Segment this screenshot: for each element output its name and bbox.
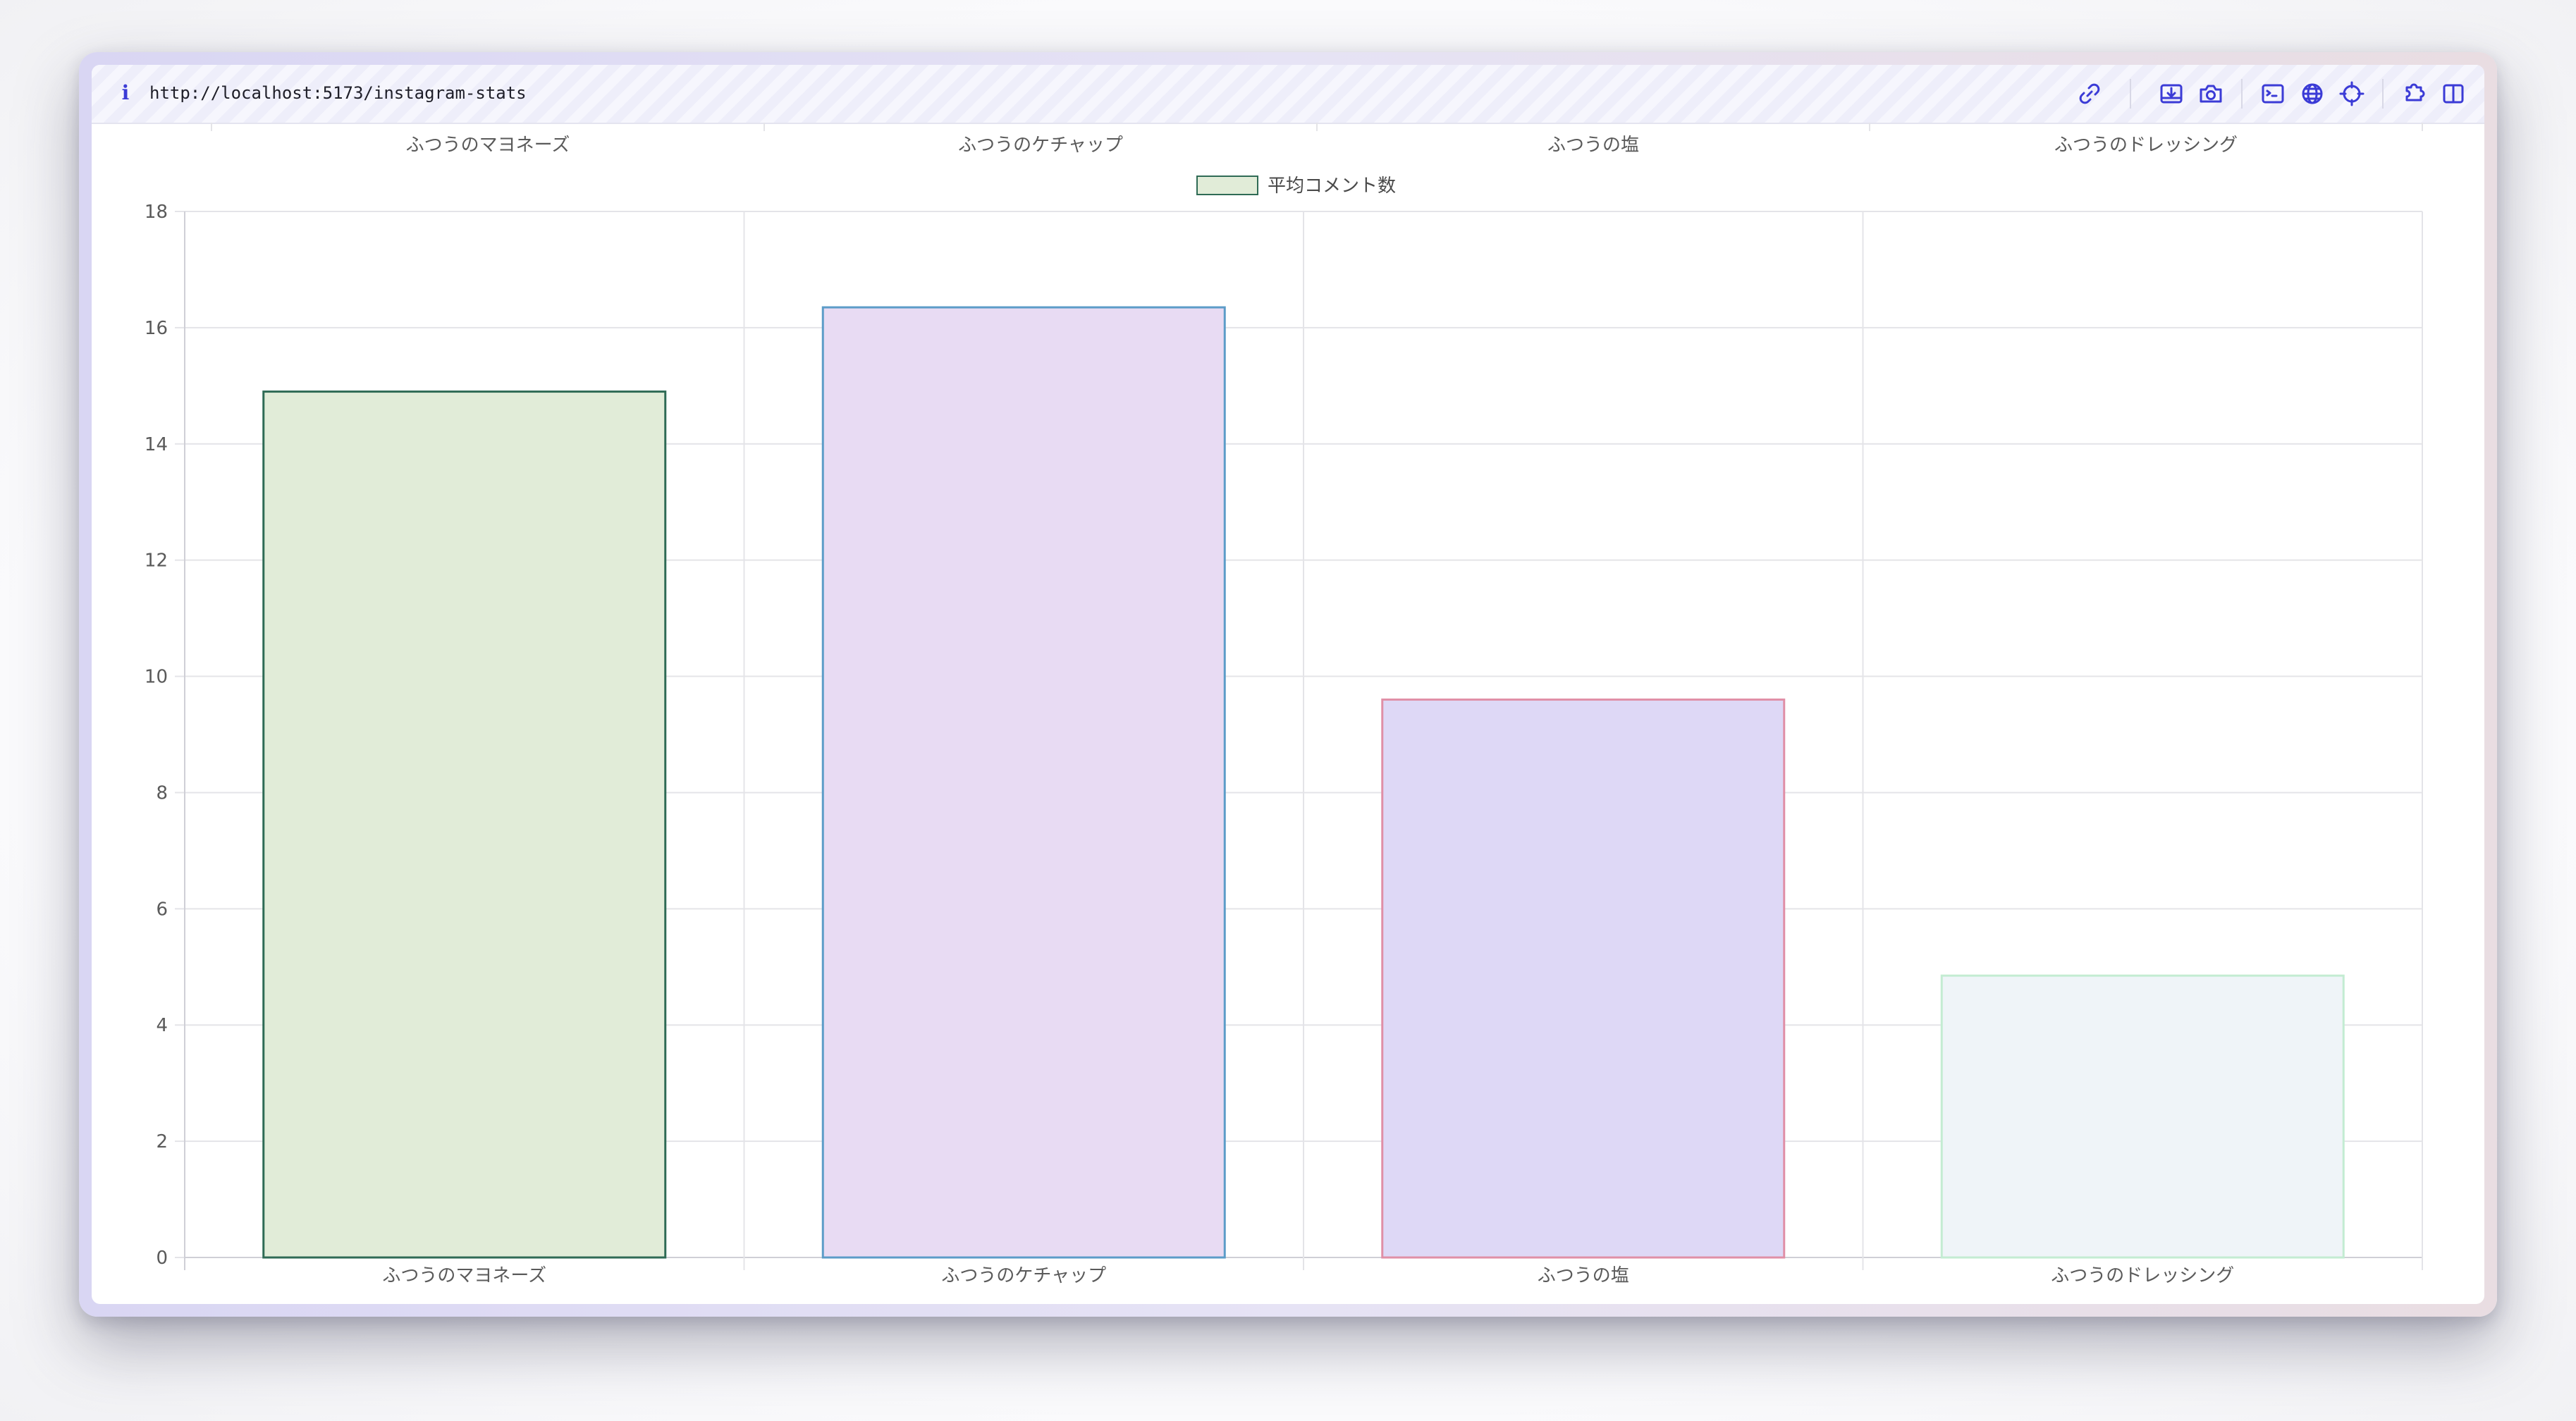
toolbar-separator [2382, 79, 2384, 109]
x-axis: ふつうのマヨネーズ ふつうのケチャップ ふつうの塩 ふつうのドレッシング [382, 1265, 2234, 1286]
y-tick-label: 2 [156, 1131, 168, 1152]
top-category-label: ふつうの塩 [1547, 135, 1639, 156]
y-tick-label: 18 [145, 202, 168, 223]
x-category-label: ふつうのドレッシング [2051, 1265, 2234, 1286]
toolbar-separator [2130, 79, 2131, 109]
link-icon[interactable] [2075, 80, 2104, 108]
terminal-icon[interactable] [2259, 80, 2287, 108]
bar[interactable] [1940, 974, 2345, 1259]
bar[interactable] [821, 306, 1226, 1259]
y-tick-label: 8 [156, 782, 168, 804]
y-axis: 0 2 4 6 8 10 12 14 16 18 [145, 202, 168, 1269]
y-tick-label: 10 [145, 667, 168, 688]
info-icon[interactable]: i [121, 81, 130, 104]
browser-window: i http://localhost:5173/instagram-stats [92, 65, 2484, 1304]
browser-toolbar: i http://localhost:5173/instagram-stats [92, 65, 2484, 124]
y-tick-label: 12 [145, 550, 168, 572]
globe-icon[interactable] [2298, 80, 2326, 108]
camera-icon[interactable] [2197, 80, 2225, 108]
bar[interactable] [262, 390, 667, 1259]
y-tick-label: 16 [145, 318, 168, 339]
crosshair-icon[interactable] [2338, 80, 2366, 108]
x-category-label: ふつうの塩 [1538, 1265, 1629, 1286]
x-category-label: ふつうのケチャップ [941, 1265, 1106, 1286]
bars [262, 306, 2345, 1259]
sidebar-icon[interactable] [2439, 80, 2467, 108]
top-category-axis: ふつうのマヨネーズ ふつうのケチャップ ふつうの塩 ふつうのドレッシング [211, 123, 2423, 156]
bar-chart: ふつうのマヨネーズ ふつうのケチャップ ふつうの塩 ふつうのドレッシング 平均コメント… [145, 123, 2423, 1286]
y-tick-label: 0 [156, 1248, 168, 1269]
legend-swatch[interactable] [1196, 176, 1258, 195]
y-tick-label: 4 [156, 1015, 168, 1036]
y-tick-label: 6 [156, 899, 168, 920]
url-text[interactable]: http://localhost:5173/instagram-stats [149, 83, 527, 103]
extension-icon[interactable] [2400, 80, 2428, 108]
legend[interactable]: 平均コメント数 [1196, 176, 1396, 197]
top-category-label: ふつうのマヨネーズ [406, 135, 570, 156]
legend-label[interactable]: 平均コメント数 [1268, 176, 1396, 197]
x-category-label: ふつうのマヨネーズ [382, 1265, 546, 1286]
y-tick-label: 14 [145, 434, 168, 455]
download-icon[interactable] [2157, 80, 2185, 108]
top-category-label: ふつうのケチャップ [958, 135, 1123, 156]
top-category-label: ふつうのドレッシング [2054, 135, 2238, 156]
toolbar-separator [2241, 79, 2243, 109]
bar[interactable] [1381, 699, 1786, 1259]
